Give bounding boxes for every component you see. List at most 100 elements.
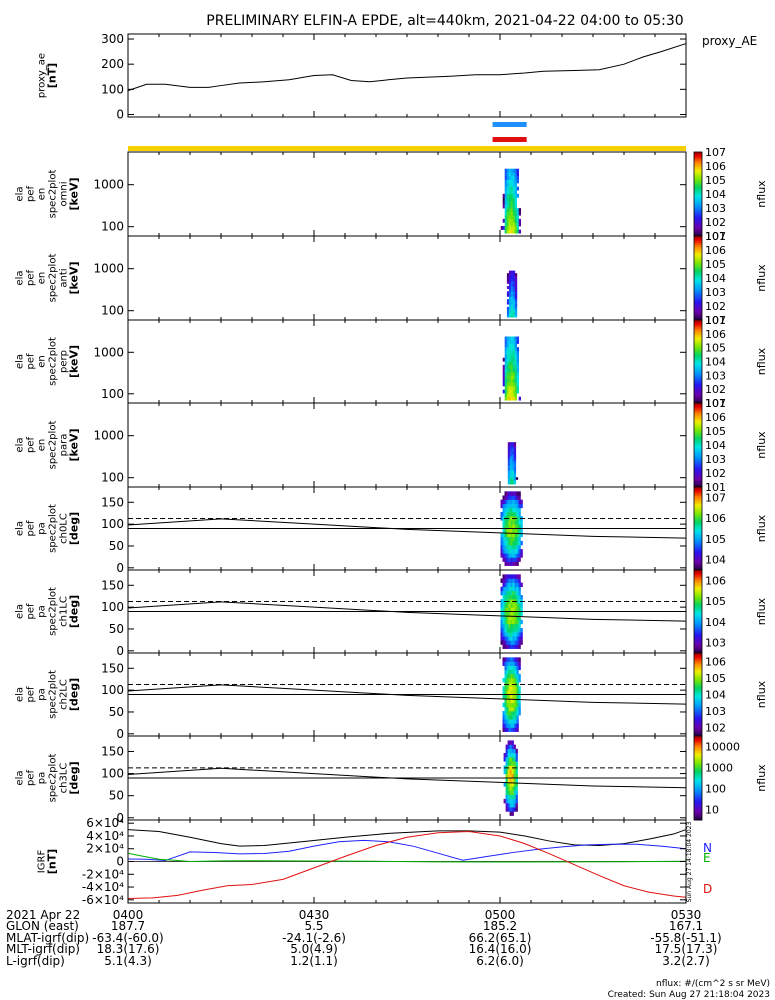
panel-pa-ch3-colorbar-segment: [694, 805, 702, 808]
panel-pa-ch2-cell: [508, 690, 511, 695]
panel-pa-ch0-cell: [516, 499, 519, 505]
panel-pa-ch3-cell: [507, 803, 510, 808]
panel-en-anti-cell: [514, 288, 518, 292]
panel-en-anti-colorbar-segment: [694, 309, 702, 313]
panel-pa-ch0-colorbar-segment: [694, 557, 702, 561]
panel-en-perp-colorbar-segment: [694, 396, 702, 400]
panel-pa-ch1-cell: [504, 619, 507, 625]
orbit-table-cell: 0400: [113, 908, 144, 922]
panel-pa-ch2-cell: [514, 711, 517, 716]
panel-en-para-colorbar-segment: [694, 482, 702, 486]
panel-pa-ch0-colorbar-segment: [694, 551, 702, 554]
panel-pa-ch0-cell: [512, 507, 515, 513]
panel-igrf-legend-n: N: [703, 841, 712, 855]
panel-en-para-cell: [507, 481, 511, 485]
panel-pa-ch2-ylabel-line: pa: [37, 688, 48, 700]
panel-en-perp-cell: [516, 357, 519, 362]
panel-pa-ch2-cell: [504, 702, 507, 708]
panel-en-omni-cell: [510, 179, 513, 184]
panel-pa-ch1-cell: [514, 607, 517, 612]
panel-en-anti-cell: [512, 309, 516, 313]
panel-en-perp-colorbar-segment: [694, 388, 702, 392]
panel-en-omni-cell: [504, 168, 507, 173]
panel-en-anti-cell: [508, 314, 512, 318]
panel-proxy-ae-ylabel-line: [nT]: [46, 63, 59, 88]
panel-pa-ch3-cell: [515, 778, 518, 783]
panel-pa-ch1-cell: [504, 582, 507, 588]
panel-pa-ch1-cell: [516, 619, 519, 625]
panel-pa-ch1-colorbar-segment: [694, 596, 702, 600]
panel-en-perp-cell: [516, 336, 519, 341]
panel-en-perp-colorbar-segment: [694, 386, 702, 389]
panel-pa-ch3-ytick-label: 100: [101, 767, 124, 781]
panel-en-anti-colorbar-segment: [694, 307, 702, 310]
panel-pa-ch1-cell: [508, 578, 511, 583]
panel-pa-ch0-cell: [514, 557, 517, 562]
panel-pa-ch0-cell: [518, 540, 521, 546]
panel-en-perp-cell: [512, 382, 515, 387]
panel-pa-ch2-cell: [510, 677, 513, 683]
panel-pa-ch2-cell: [516, 694, 519, 699]
panel-pa-ch2-cell: [514, 657, 517, 662]
panel-pa-ch2-cell: [514, 694, 517, 699]
panel-en-anti-cell: [510, 304, 514, 308]
panel-en-perp-cell: [504, 386, 507, 390]
panel-en-perp-cell: [514, 361, 517, 366]
panel-en-perp-cell: [512, 389, 515, 394]
panel-pa-ch0-cell: [512, 561, 515, 566]
panel-pa-ch3-cell: [505, 778, 508, 783]
panel-pa-ch2-cell: [516, 661, 519, 666]
panel-en-anti-cell: [510, 306, 514, 310]
panel-pa-ch1-cell: [502, 578, 505, 583]
panel-en-perp-cell: [514, 343, 517, 348]
panel-pa-ch0-cell: [512, 524, 515, 529]
panel-pa-ch0-colorbar-segment: [694, 567, 702, 571]
panel-en-perp-colorbar-segment: [694, 390, 702, 394]
panel-pa-ch3-cell: [513, 752, 516, 758]
panel-pa-ch3-cell: [515, 757, 518, 762]
panel-en-perp-cell: [510, 368, 513, 373]
panel-pa-ch1-cell: [514, 582, 517, 588]
panel-en-para-colorbar-segment: [694, 474, 702, 477]
panels: proxy_AE0100200300proxy_ae[nT]1011021031…: [15, 32, 769, 907]
panel-pa-ch2-cell: [512, 723, 515, 728]
panel-pa-ch3-cell: [511, 794, 514, 800]
panel-en-perp-ylabel-line: perp: [59, 350, 70, 373]
panel-pa-ch0-colorbar-segment: [694, 547, 702, 550]
panel-en-anti-cell: [510, 270, 514, 274]
panel-en-para-cell: [509, 442, 513, 445]
panel-en-anti-cell: [514, 299, 518, 302]
panel-en-perp-cell: [506, 368, 509, 373]
panel-pa-ch1-cell: [506, 611, 509, 616]
panel-en-perp-cell: [502, 364, 505, 369]
panel-pa-ch2-cell: [512, 715, 515, 720]
panel-en-perp-colorbar-tick-label: 101: [705, 397, 726, 410]
panel-en-perp-colorbar-segment: [694, 330, 702, 333]
panel-pa-ch0-cell: [510, 540, 513, 546]
panel-pa-ch1-cell: [514, 623, 517, 629]
panel-pa-ch3-cell: [507, 778, 510, 783]
panel-en-omni-cell: [504, 172, 507, 177]
panel-pa-ch1-cell: [512, 578, 515, 583]
panel-pa-ch0-colorbar-segment: [694, 530, 702, 534]
panel-en-omni-cell: [508, 222, 511, 227]
panel-en-para-cell: [509, 451, 513, 455]
panel-pa-ch0-colorbar-segment: [694, 493, 702, 496]
panel-en-omni-colorbar-segment: [694, 229, 702, 233]
panel-en-perp-colorbar-segment: [694, 371, 702, 375]
panel-pa-ch2-colorbar-segment: [694, 723, 702, 727]
panel-pa-ch3-cell: [515, 752, 518, 758]
panel-en-perp-cell: [504, 368, 507, 373]
panel-pa-ch3-colorbar-segment: [694, 736, 702, 739]
panel-en-omni-cell: [508, 200, 511, 205]
panel-en-perp-cell: [508, 375, 511, 380]
panel-pa-ch2-colorbar-segment: [694, 715, 702, 718]
panel-en-perp-cell: [514, 340, 517, 344]
panel-en-para-colorbar-segment: [694, 426, 702, 429]
panel-pa-ch2-colorbar-segment: [694, 682, 702, 685]
panel-pa-ch0-cell: [504, 499, 507, 505]
panel-en-anti-cell: [510, 275, 514, 279]
panel-pa-ch2-cell: [502, 711, 505, 716]
